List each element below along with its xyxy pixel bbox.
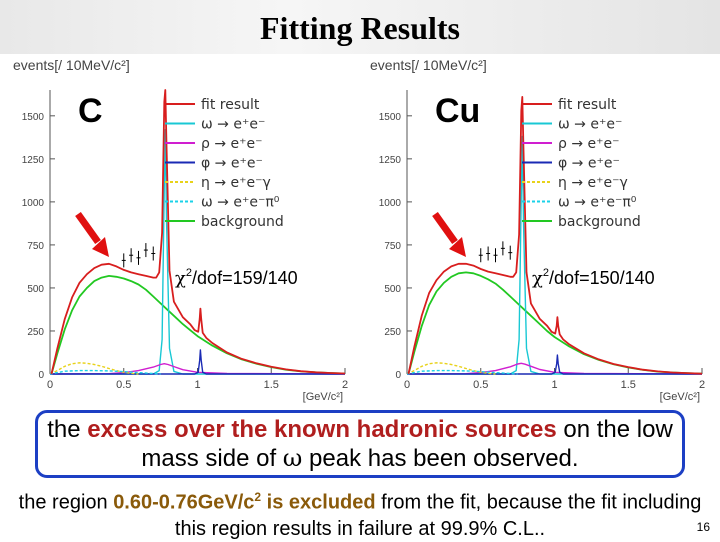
legend-label: φ → e⁺e⁻ (558, 156, 620, 172)
target-label: Cu (435, 92, 480, 130)
series-omega_dalitz-line (49, 369, 161, 375)
legend-label: ρ → e⁺e⁻ (201, 136, 263, 152)
title-bar (0, 0, 720, 54)
legend-label: η → e⁺e⁻γ (201, 175, 271, 191)
y-tick-label: 500 (384, 284, 401, 295)
chi2-value: /dof=150/140 (549, 268, 655, 288)
page-number: 16 (696, 520, 710, 534)
omega-symbol: ω (282, 444, 303, 472)
y-tick-label: 1500 (379, 112, 402, 123)
summary-text-3: peak has been observed. (302, 445, 579, 472)
series-eta_dalitz-line (49, 362, 139, 375)
x-tick-label: 1.5 (264, 379, 279, 391)
note-range: 0.60-0.76GeV/c (113, 491, 255, 514)
legend-label: ρ → e⁺e⁻ (558, 136, 620, 152)
note-text-1: the region (18, 491, 114, 514)
y-tick-label: 0 (38, 370, 44, 381)
note-text-2: from the fit, because the fit including … (174, 491, 702, 540)
x-tick-label: 1 (194, 379, 200, 391)
summary-text-2: on the low mass side of (141, 416, 673, 472)
y-tick-label: 750 (384, 241, 401, 252)
x-tick-label: 1 (551, 379, 557, 391)
y-tick-label: 1250 (22, 155, 45, 166)
summary-text-1: the (47, 416, 88, 443)
legend-label: fit result (558, 97, 617, 113)
note-excluded: is excluded (261, 491, 376, 514)
y-tick-label: 500 (27, 284, 44, 295)
y-tick-label: 750 (27, 241, 44, 252)
y-axis-label: events[/ 10MeV/c²] (13, 57, 130, 73)
y-tick-label: 0 (395, 370, 401, 381)
legend-label: φ → e⁺e⁻ (201, 156, 263, 172)
excess-arrow-shaft (75, 211, 101, 245)
y-axis-label: events[/ 10MeV/c²] (370, 57, 487, 73)
legend-label: ω → e⁺e⁻π⁰ (558, 195, 637, 211)
y-tick-label: 1500 (22, 112, 45, 123)
chi2-superscript: 2 (186, 267, 192, 279)
y-tick-label: 250 (27, 327, 44, 338)
legend-label: background (201, 214, 284, 230)
x-axis-label: [GeV/c²] (303, 391, 343, 403)
x-tick-label: 0 (47, 379, 53, 391)
series-omega-line (407, 135, 702, 375)
note-range-sup: 2 (254, 490, 262, 504)
chart-panel-c: events[/ 10MeV/c²] [GeV/c²] C 0 250 500 750 100… (5, 52, 360, 412)
fit-note: the region 0.60-0.76GeV/c2 is excluded f… (10, 484, 710, 542)
series-fit-result-line (50, 89, 346, 375)
series-phi-line (407, 354, 702, 375)
y-tick-label: 250 (384, 327, 401, 338)
chi2-superscript: 2 (543, 267, 549, 279)
series-omega-line (50, 128, 345, 375)
chart-c: events[/ 10MeV/c²][GeV/c²]C0250500750100… (13, 57, 348, 403)
x-tick-label: 0.5 (116, 379, 131, 391)
chi2-symbol: χ (532, 268, 543, 289)
excess-arrow-head (92, 237, 109, 257)
x-axis-label: [GeV/c²] (660, 391, 700, 403)
x-tick-label: 2 (699, 379, 705, 391)
legend-label: background (558, 214, 641, 230)
chi2-symbol: χ (175, 268, 186, 289)
chi2-label: χ2/dof=159/140 (175, 267, 298, 289)
legend-label: ω → e⁺e⁻π⁰ (201, 195, 280, 211)
series-omega_dalitz-line (406, 369, 518, 375)
excess-arrow-head (449, 237, 466, 257)
y-tick-label: 1250 (379, 155, 402, 166)
y-tick-label: 1000 (22, 198, 45, 209)
series-eta_dalitz-line (406, 362, 496, 375)
x-tick-label: 0 (404, 379, 410, 391)
chart-panel-cu: events[/ 10MeV/c²] [GeV/c²] Cu 0 250 500 750 10… (362, 52, 717, 412)
x-tick-label: 1.5 (621, 379, 636, 391)
legend-label: ω → e⁺e⁻ (201, 117, 265, 133)
chi2-label: χ2/dof=150/140 (532, 267, 655, 289)
x-tick-label: 2 (342, 379, 348, 391)
legend-label: fit result (201, 97, 260, 113)
summary-highlight: excess over the known hadronic sources (87, 416, 557, 443)
series-phi-line (50, 349, 345, 375)
chart-cu: events[/ 10MeV/c²][GeV/c²]Cu025050075010… (370, 57, 705, 403)
chi2-value: /dof=159/140 (192, 268, 298, 288)
summary-box: the excess over the known hadronic sourc… (35, 410, 685, 478)
legend-label: η → e⁺e⁻γ (558, 175, 628, 191)
x-tick-label: 0.5 (473, 379, 488, 391)
series-fit-result-line (407, 96, 703, 375)
excess-arrow-shaft (432, 211, 458, 245)
target-label: C (78, 92, 103, 130)
legend-label: ω → e⁺e⁻ (558, 117, 622, 133)
y-tick-label: 1000 (379, 198, 402, 209)
slide-title: Fitting Results (260, 10, 460, 46)
